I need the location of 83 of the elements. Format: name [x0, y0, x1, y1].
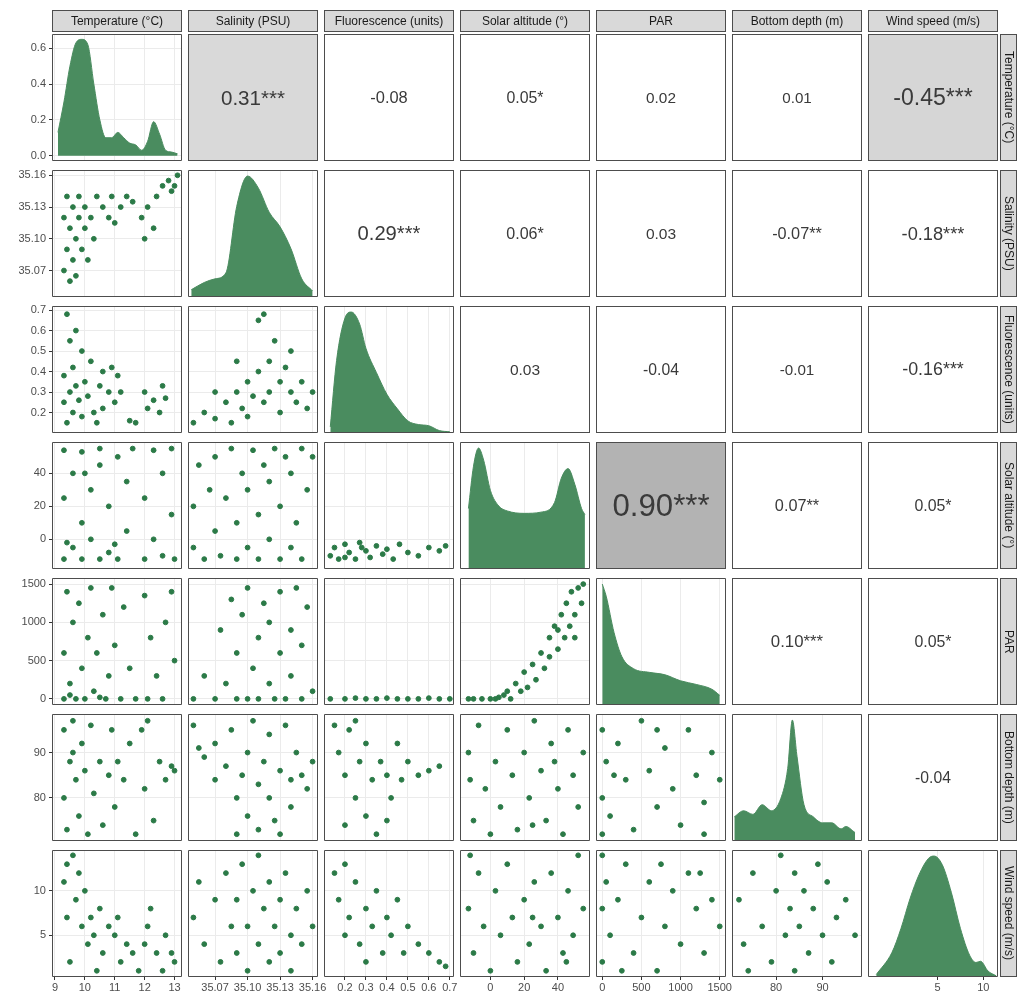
- x-tick-label: 35.07: [201, 980, 229, 993]
- data-label: -0.01: [732, 306, 862, 433]
- data-label: 0.90***: [596, 442, 726, 569]
- x-tick-label: 35.13: [266, 980, 294, 993]
- x-tick-label: 40: [551, 980, 565, 993]
- data-label: -0.07**: [732, 170, 862, 297]
- x-tick-label: 0: [487, 980, 494, 993]
- data-label: -0.18***: [868, 170, 998, 297]
- y-tick-label: Salinity (PSU): [1000, 170, 1017, 297]
- x-tick-label: 10: [78, 980, 91, 993]
- y-tick-label: 0.2: [30, 112, 46, 125]
- y-tick-label: 0.3: [30, 385, 46, 398]
- x-tick-label: 1000: [668, 980, 693, 993]
- data-label: 0.03: [596, 170, 726, 297]
- x-tick-label: 35.10: [233, 980, 262, 993]
- y-tick-label: Solar altitude (°): [1000, 442, 1017, 569]
- x-tick-label: 0.7: [442, 980, 458, 993]
- x-tick-label: 500: [632, 980, 651, 993]
- x-tick-label: PAR: [596, 10, 726, 32]
- y-tick-label: 40: [33, 466, 46, 479]
- y-tick-label: 35.07: [18, 263, 46, 276]
- data-label: 0.05*: [460, 34, 590, 161]
- x-tick-label: Bottom depth (m): [732, 10, 862, 32]
- x-tick-label: 9: [51, 980, 59, 993]
- y-tick-label: 90: [33, 745, 46, 758]
- y-tick-label: 1500: [21, 577, 46, 590]
- x-tick-label: 10: [977, 980, 990, 993]
- y-tick-label: 0.4: [30, 77, 46, 90]
- y-tick-label: 0.7: [30, 303, 46, 316]
- data-label: 0.03: [460, 306, 590, 433]
- y-tick-label: Fluorescence (units): [1000, 306, 1017, 433]
- data-label: -0.04: [868, 714, 998, 841]
- y-tick-label: Bottom depth (m): [1000, 714, 1017, 841]
- y-tick-label: 80: [33, 790, 46, 803]
- y-tick-label: 10: [33, 883, 46, 896]
- x-tick-label: Solar altitude (°): [460, 10, 590, 32]
- x-tick-label: 0.5: [400, 980, 416, 993]
- data-label: -0.45***: [868, 34, 998, 161]
- data-label: 0.01: [732, 34, 862, 161]
- y-tick-label: 0.5: [30, 344, 46, 357]
- data-label: 0.05*: [868, 442, 998, 569]
- x-tick-label: 0.2: [337, 980, 353, 993]
- x-tick-label: 90: [816, 980, 829, 993]
- x-tick-label: 12: [138, 980, 151, 993]
- x-tick-label: 20: [518, 980, 531, 993]
- x-tick-label: 13: [168, 980, 181, 993]
- x-tick-label: Salinity (PSU): [188, 10, 318, 32]
- x-tick-label: 11: [109, 980, 121, 993]
- x-tick-label: 0: [599, 980, 606, 993]
- y-tick-label: 0.2: [30, 405, 46, 418]
- y-tick-label: 0.6: [30, 323, 46, 336]
- data-label: 0.05*: [868, 578, 998, 705]
- y-tick-label: 500: [27, 653, 46, 666]
- x-tick-label: 80: [769, 980, 783, 993]
- data-label: 0.06*: [460, 170, 590, 297]
- x-tick-label: Fluorescence (units): [324, 10, 454, 32]
- data-label: 0.10***: [732, 578, 862, 705]
- x-tick-label: 0.4: [379, 980, 395, 993]
- x-tick-label: 35.16: [298, 980, 327, 993]
- data-label: -0.16***: [868, 306, 998, 433]
- x-tick-label: 0.6: [421, 980, 437, 993]
- data-label: 0.02: [596, 34, 726, 161]
- data-label: 0.29***: [324, 170, 454, 297]
- y-tick-label: 1000: [21, 615, 46, 628]
- y-tick-label: 0: [39, 691, 46, 704]
- y-tick-label: 35.16: [18, 168, 46, 181]
- x-tick-label: 5: [934, 980, 941, 993]
- data-label: -0.04: [596, 306, 726, 433]
- y-tick-label: 35.10: [18, 231, 46, 244]
- x-tick-label: 1500: [707, 980, 732, 993]
- y-tick-label: 0: [39, 532, 46, 545]
- data-label: 0.31***: [188, 34, 318, 161]
- y-tick-label: PAR: [1000, 578, 1017, 705]
- x-tick-label: Wind speed (m/s): [868, 10, 998, 32]
- y-tick-label: 20: [33, 499, 46, 512]
- y-tick-label: 0.4: [30, 364, 46, 377]
- x-tick-label: 0.3: [358, 980, 374, 993]
- y-tick-label: 0.6: [30, 41, 46, 54]
- data-label: -0.08: [324, 34, 454, 161]
- y-tick-label: 35.13: [18, 200, 46, 213]
- data-label: 0.07**: [732, 442, 862, 569]
- y-tick-label: 0.0: [30, 148, 46, 161]
- y-tick-label: 5: [39, 928, 46, 941]
